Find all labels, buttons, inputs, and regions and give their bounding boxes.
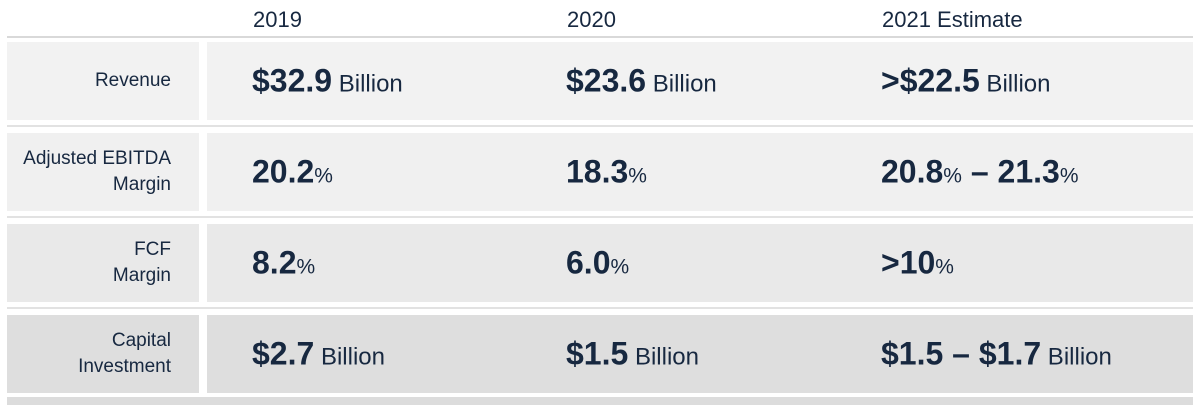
cell-value-col-2: 18.3% [566, 154, 647, 191]
row-revenue: Revenue $32.9 Billion $23.6 Billion >$22.5 … [7, 42, 1193, 120]
value-segment: $32.9 [252, 62, 333, 99]
value-segment: $2.7 [252, 335, 315, 372]
value-segment: – 21.3 [961, 153, 1060, 190]
row-label: Revenue [7, 42, 199, 120]
value-segment: % [296, 255, 316, 279]
row-divider [7, 125, 1193, 127]
row-label-line: Adjusted EBITDA [23, 148, 171, 169]
bottom-strip [7, 397, 1193, 405]
value-segment: 8.2 [252, 244, 297, 281]
value-segment: Billion [646, 70, 717, 98]
cell-value-col-1: 20.2% [252, 154, 333, 191]
row-values: $2.7 Billion $1.5 Billion $1.5 – $1.7 Bill… [207, 315, 1193, 393]
row-label-line: FCF [134, 239, 171, 260]
cell-value-col-2: 6.0% [566, 245, 629, 282]
value-segment: 20.2 [252, 153, 315, 190]
value-segment: Billion [628, 343, 699, 371]
row-label-line: Investment [78, 356, 171, 377]
cell-value-col-3: >10% [881, 245, 954, 282]
value-segment: 20.8 [881, 153, 944, 190]
cell-value-col-3: >$22.5 Billion [881, 63, 1050, 100]
row-adjusted-ebitda-margin: Adjusted EBITDA Margin 20.2% 18.3% 20.8% – 2… [7, 133, 1193, 211]
value-segment: Billion [332, 70, 403, 98]
column-headers: 2019 2020 2021 Estimate [7, 4, 1193, 34]
row-values: 8.2% 6.0% >10% [207, 224, 1193, 302]
value-segment: % [314, 164, 333, 188]
value-segment: Billion [314, 343, 385, 371]
value-segment: 18.3 [566, 153, 629, 190]
row-label-line: Margin [112, 174, 171, 195]
value-segment: Billion [1041, 343, 1112, 371]
row-values: $32.9 Billion $23.6 Billion >$22.5 Billion [207, 42, 1193, 120]
cell-value-col-3: $1.5 – $1.7 Billion [881, 336, 1112, 373]
value-segment: % [610, 255, 630, 279]
value-segment: % [935, 255, 954, 279]
table-rows: Revenue $32.9 Billion $23.6 Billion >$22.5 … [7, 42, 1193, 393]
cell-value-col-2: $1.5 Billion [566, 336, 699, 373]
row-values: 20.2% 18.3% 20.8% – 21.3% [207, 133, 1193, 211]
value-segment: 6.0 [566, 244, 611, 281]
financial-summary-table: 2019 2020 2021 Estimate Revenue $32.9 Bil… [7, 0, 1193, 405]
row-label-line: Revenue [94, 70, 171, 91]
row-capital-investment: Capital Investment $2.7 Billion $1.5 Billio… [7, 315, 1193, 393]
cell-value-col-2: $23.6 Billion [566, 63, 717, 100]
cell-value-col-1: $2.7 Billion [252, 336, 385, 373]
value-segment: $1.5 [566, 335, 629, 372]
value-segment: Billion [979, 70, 1051, 98]
value-segment: >10 [881, 244, 936, 281]
value-segment: >$22.5 [881, 62, 980, 99]
header-divider [7, 36, 1193, 38]
value-segment: % [628, 164, 647, 188]
column-header-year-2: 2020 [567, 6, 616, 32]
column-header-estimate: 2021 Estimate [882, 6, 1023, 32]
row-label: Capital Investment [7, 315, 199, 393]
row-fcf-margin: FCF Margin 8.2% 6.0% >10% [7, 224, 1193, 302]
cell-value-col-1: $32.9 Billion [252, 63, 403, 100]
value-segment: $1.5 – $1.7 [881, 335, 1042, 372]
row-divider [7, 307, 1193, 309]
row-label-line: Capital [111, 330, 171, 351]
value-segment: $23.6 [566, 62, 647, 99]
value-segment: % [943, 164, 962, 188]
cell-value-col-3: 20.8% – 21.3% [881, 154, 1079, 191]
cell-value-col-1: 8.2% [252, 245, 315, 282]
row-divider [7, 216, 1193, 218]
row-label: Adjusted EBITDA Margin [7, 133, 199, 211]
column-header-year-1: 2019 [253, 6, 302, 32]
row-label-line: Margin [112, 265, 171, 286]
value-segment: % [1059, 164, 1079, 188]
row-label: FCF Margin [7, 224, 199, 302]
